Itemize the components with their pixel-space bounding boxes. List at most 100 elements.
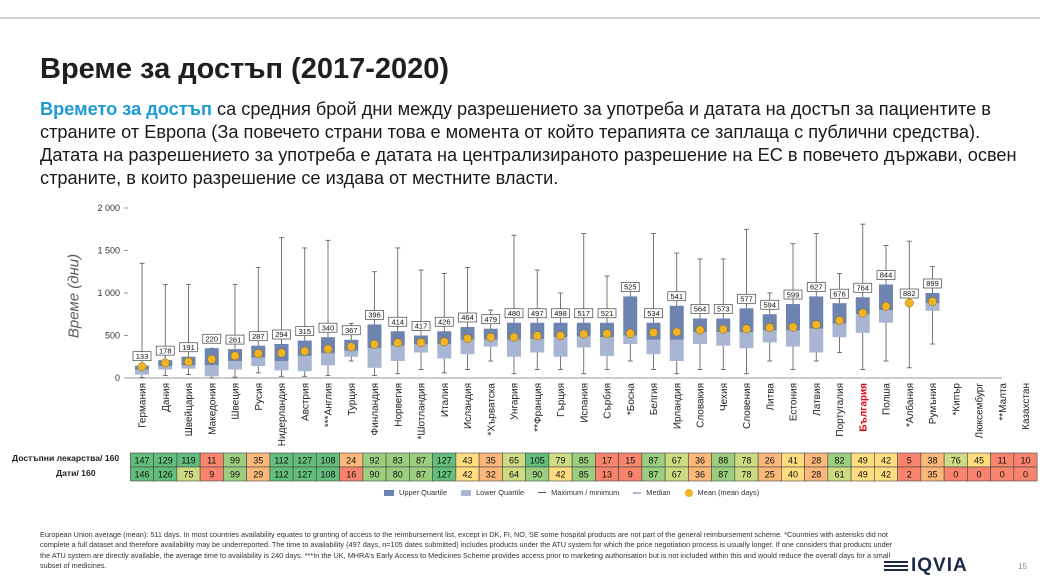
country-group: 676 Португалия 82 61 [827, 273, 852, 482]
mean-label-box [481, 314, 501, 325]
mean-label-box [551, 308, 570, 319]
lower-quartile-box [576, 336, 591, 348]
mean-label: 541 [670, 292, 683, 301]
country-label: *Хърватска [486, 383, 497, 436]
country-label: Люксембург [974, 383, 986, 439]
country-label: Исландия [463, 383, 474, 429]
country-label: Чехия [719, 383, 730, 411]
available-value: 17 [602, 456, 612, 466]
dates-value: 0 [976, 470, 981, 480]
dates-value: 0 [953, 470, 958, 480]
mean-label: 627 [810, 283, 823, 292]
mean-label: 844 [880, 271, 893, 280]
upper-quartile-swatch [384, 489, 394, 496]
lower-quartile-box [553, 337, 568, 357]
country-group: 521 Сърбия 17 13 [595, 275, 619, 482]
available-value: 36 [695, 456, 705, 466]
country-group: 396 Финландия 92 90 [362, 271, 387, 482]
country-group: 191 Швейцария 119 75 [176, 284, 201, 482]
upper-quartile-box [623, 296, 638, 336]
lower-quartile-box [669, 339, 684, 361]
lower-quartile-box [762, 330, 777, 343]
y-tick-label: 2 000 [97, 203, 120, 213]
mean-label-box [760, 299, 780, 310]
available-value: 127 [437, 456, 452, 466]
country-label: Италия [440, 383, 451, 417]
mean-label: 426 [438, 317, 451, 326]
country-group: 479 *Хърватска 35 32 [478, 309, 503, 482]
legend-lower-quartile: Lower Quartile [461, 488, 524, 497]
mean-marker [370, 339, 379, 349]
dates-value: 42 [555, 470, 565, 480]
y-tick-label: 1 500 [97, 246, 120, 256]
available-value: 67 [672, 456, 682, 466]
dates-value: 32 [486, 470, 496, 480]
dates-value: 108 [320, 470, 335, 480]
y-tick-label: 0 [115, 373, 120, 383]
mean-label-box [388, 316, 408, 327]
available-value: 127 [297, 456, 312, 466]
mean-label: 133 [136, 352, 149, 361]
legend-mean: Mean (mean days) [684, 488, 759, 497]
mean-label: 521 [601, 309, 614, 318]
page-number: 15 [1018, 562, 1027, 571]
mean-marker [718, 324, 728, 334]
mean-label: 764 [856, 283, 869, 292]
dates-value: 25 [765, 470, 775, 480]
lower-quartile-box [135, 369, 149, 375]
country-group: 573 Чехия 88 87 [711, 258, 736, 482]
mean-label: 414 [391, 317, 404, 326]
dates-value: 127 [437, 470, 452, 480]
available-value: 78 [741, 456, 751, 466]
mean-label: 676 [833, 289, 846, 298]
mean-label: 564 [694, 305, 707, 314]
country-group: 287 Русия 35 29 [246, 267, 271, 482]
available-value: 99 [230, 456, 240, 466]
available-value: 26 [765, 456, 775, 466]
dates-value: 87 [416, 470, 426, 480]
available-value: 108 [320, 456, 335, 466]
dates-value: 29 [253, 470, 263, 480]
available-value: 83 [393, 456, 403, 466]
available-value: 35 [253, 456, 263, 466]
country-group: 764 България 49 49 [850, 223, 875, 482]
upper-quartile-box [855, 297, 870, 315]
mean-label-box [853, 282, 873, 293]
lower-quartile-box [507, 339, 521, 357]
country-label: Литва [765, 383, 776, 411]
available-value: 87 [648, 456, 658, 466]
country-label: *Босна [626, 383, 637, 416]
mean-label-box [318, 322, 338, 333]
country-label: Унгария [510, 383, 521, 420]
lower-quartile-box [367, 348, 382, 368]
mean-marker [672, 327, 682, 337]
country-group: 480 Унгария 65 64 [502, 234, 526, 482]
mean-label-box [876, 270, 896, 280]
country-label: Румъния [928, 383, 939, 424]
available-value: 147 [134, 456, 149, 466]
mean-label: 498 [554, 309, 567, 318]
mean-swatch [684, 488, 693, 497]
country-group: **Малта 11 0 [990, 383, 1015, 482]
top-divider [0, 17, 1040, 19]
country-group: 340 ***Англия 108 108 [316, 239, 340, 482]
country-label: ***Англия [324, 383, 335, 427]
dates-value: 67 [672, 470, 682, 480]
mean-label-box [155, 345, 175, 356]
mean-label-box [341, 325, 361, 336]
mean-label-box [225, 334, 245, 345]
mean-marker [277, 348, 286, 358]
available-value: 5 [907, 456, 912, 466]
lower-quartile-box [809, 328, 824, 353]
mean-label-box [132, 351, 152, 362]
intro-paragraph: Времето за достъп са средния брой дни ме… [40, 98, 1025, 190]
mean-marker [625, 328, 635, 338]
country-label: Ирландия [672, 383, 683, 429]
country-group: 133 Германия 147 146 [130, 262, 154, 482]
dates-value: 0 [1000, 470, 1005, 480]
available-value: 82 [834, 456, 844, 466]
lower-quartile-box [646, 339, 661, 355]
mean-label-box [713, 304, 733, 314]
lower-quartile-box [832, 323, 847, 338]
